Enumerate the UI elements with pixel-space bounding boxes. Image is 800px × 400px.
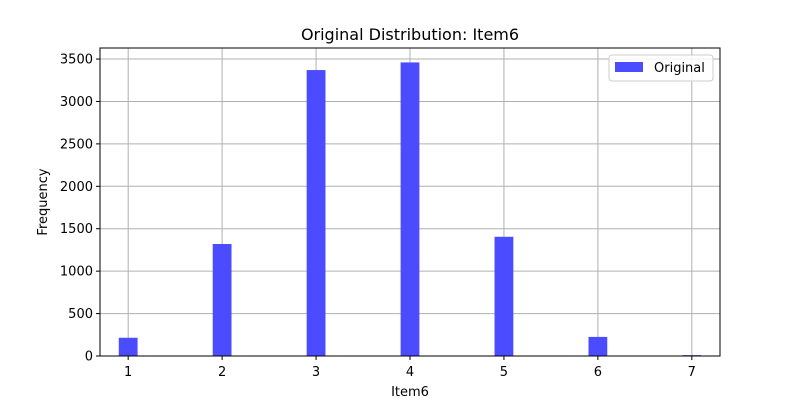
ticks-layer: 1 2 3 4 5 6 7 0 500 1000 1500 2000 2500 3000 3500 [60, 53, 696, 380]
histogram-bar [118, 337, 138, 356]
legend-swatch [615, 62, 643, 72]
y-tick-label: 2000 [60, 180, 93, 195]
x-tick-label: 1 [124, 365, 132, 380]
y-tick-label: 3000 [60, 95, 93, 110]
x-tick-label: 5 [500, 365, 508, 380]
x-tick-label: 7 [688, 365, 696, 380]
x-axis-label: Item6 [391, 385, 429, 400]
y-tick-label: 3500 [60, 53, 93, 68]
y-tick-label: 1000 [60, 265, 93, 280]
bars-layer [118, 62, 702, 356]
legend-box [608, 54, 714, 82]
histogram-bar [306, 70, 326, 356]
chart-title: Original Distribution: Item6 [301, 25, 519, 44]
x-tick-label: 6 [594, 365, 602, 380]
y-tick-label: 0 [85, 350, 93, 365]
legend-label: Original [654, 61, 705, 76]
histogram-bar [212, 244, 232, 356]
y-tick-label: 1500 [60, 222, 93, 237]
y-tick-label: 500 [68, 307, 93, 322]
legend: Original [608, 54, 714, 82]
x-tick-label: 4 [406, 365, 414, 380]
x-tick-label: 3 [312, 365, 320, 380]
y-axis-label: Frequency [36, 168, 51, 235]
y-tick-label: 2500 [60, 137, 93, 152]
histogram-bar [400, 62, 420, 356]
histogram-bar [494, 236, 514, 356]
x-tick-label: 2 [218, 365, 226, 380]
histogram-bar [588, 336, 608, 356]
